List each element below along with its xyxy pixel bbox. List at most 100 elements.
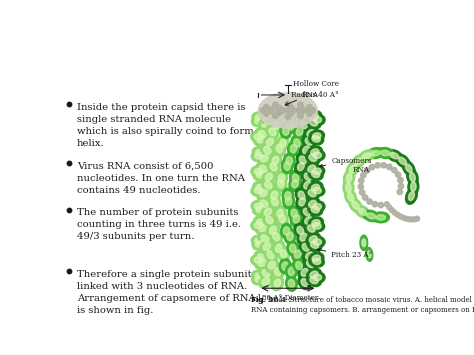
Ellipse shape: [308, 165, 316, 172]
Ellipse shape: [255, 222, 270, 234]
Circle shape: [395, 172, 401, 178]
Ellipse shape: [306, 233, 320, 246]
Ellipse shape: [312, 258, 321, 264]
Ellipse shape: [289, 176, 301, 191]
Ellipse shape: [362, 239, 366, 247]
Circle shape: [367, 199, 372, 204]
Ellipse shape: [301, 279, 308, 286]
Ellipse shape: [345, 189, 356, 205]
Ellipse shape: [306, 252, 313, 260]
Circle shape: [273, 102, 278, 108]
Ellipse shape: [269, 153, 282, 168]
Circle shape: [285, 108, 290, 113]
Ellipse shape: [275, 244, 282, 252]
Ellipse shape: [283, 127, 289, 135]
Ellipse shape: [264, 248, 277, 262]
Ellipse shape: [343, 179, 354, 196]
Circle shape: [299, 110, 304, 115]
Ellipse shape: [285, 264, 297, 279]
Ellipse shape: [304, 127, 318, 140]
Text: 180 A° Diameter: 180 A° Diameter: [257, 294, 319, 302]
Ellipse shape: [281, 250, 287, 258]
Ellipse shape: [273, 121, 280, 130]
Ellipse shape: [305, 187, 319, 200]
Ellipse shape: [363, 210, 380, 222]
Ellipse shape: [273, 141, 285, 156]
Ellipse shape: [296, 262, 302, 270]
Ellipse shape: [306, 152, 320, 164]
Ellipse shape: [274, 268, 281, 276]
Ellipse shape: [259, 275, 273, 288]
Ellipse shape: [257, 152, 272, 165]
Ellipse shape: [287, 241, 299, 256]
Circle shape: [307, 104, 312, 110]
Ellipse shape: [262, 278, 270, 285]
Ellipse shape: [307, 225, 315, 232]
Circle shape: [415, 216, 419, 221]
Ellipse shape: [261, 143, 274, 157]
Ellipse shape: [254, 222, 263, 229]
Ellipse shape: [276, 211, 288, 226]
Ellipse shape: [270, 163, 277, 171]
Ellipse shape: [313, 116, 321, 123]
Ellipse shape: [313, 274, 321, 280]
Ellipse shape: [290, 211, 302, 226]
Ellipse shape: [276, 144, 283, 153]
Ellipse shape: [275, 176, 287, 191]
Ellipse shape: [255, 153, 263, 159]
Ellipse shape: [287, 232, 293, 240]
Circle shape: [269, 109, 274, 114]
Ellipse shape: [296, 153, 309, 167]
Circle shape: [398, 214, 403, 219]
Ellipse shape: [313, 168, 321, 175]
Ellipse shape: [256, 171, 264, 178]
Ellipse shape: [355, 205, 370, 218]
Ellipse shape: [282, 188, 294, 204]
Ellipse shape: [312, 255, 320, 262]
Ellipse shape: [352, 201, 359, 209]
Text: The number of protein subunits
counting in three turns is 49 i.e.
49/3 subunits : The number of protein subunits counting …: [77, 208, 241, 241]
Ellipse shape: [252, 238, 267, 250]
Circle shape: [281, 107, 285, 112]
Ellipse shape: [278, 174, 285, 182]
Text: Inside the protein capsid there is
single stranded RNA molecule
which is also sp: Inside the protein capsid there is singl…: [77, 103, 254, 148]
Ellipse shape: [308, 203, 323, 216]
Ellipse shape: [261, 155, 268, 162]
Circle shape: [359, 190, 365, 195]
Ellipse shape: [304, 181, 311, 189]
Ellipse shape: [390, 153, 399, 159]
Circle shape: [389, 208, 394, 213]
Ellipse shape: [254, 133, 269, 146]
Ellipse shape: [277, 209, 283, 217]
Ellipse shape: [305, 217, 312, 224]
Ellipse shape: [313, 152, 321, 158]
Circle shape: [410, 217, 415, 222]
Ellipse shape: [296, 195, 309, 209]
Ellipse shape: [279, 214, 285, 223]
Circle shape: [273, 113, 278, 119]
Ellipse shape: [311, 171, 320, 178]
Ellipse shape: [267, 159, 280, 174]
Ellipse shape: [395, 154, 410, 168]
Ellipse shape: [256, 187, 271, 200]
Ellipse shape: [283, 193, 294, 209]
Ellipse shape: [283, 227, 290, 235]
Ellipse shape: [303, 257, 318, 271]
Ellipse shape: [310, 114, 325, 126]
Ellipse shape: [310, 242, 319, 248]
Ellipse shape: [308, 168, 323, 180]
Ellipse shape: [399, 157, 407, 165]
Ellipse shape: [254, 216, 268, 229]
Ellipse shape: [293, 215, 300, 223]
Ellipse shape: [282, 262, 288, 270]
Ellipse shape: [307, 130, 315, 137]
Ellipse shape: [267, 251, 274, 259]
Ellipse shape: [282, 158, 293, 174]
Ellipse shape: [253, 181, 268, 193]
Ellipse shape: [259, 225, 267, 231]
Ellipse shape: [298, 191, 305, 199]
Circle shape: [285, 101, 291, 106]
Circle shape: [387, 205, 392, 210]
Ellipse shape: [263, 112, 270, 119]
Ellipse shape: [293, 258, 305, 273]
